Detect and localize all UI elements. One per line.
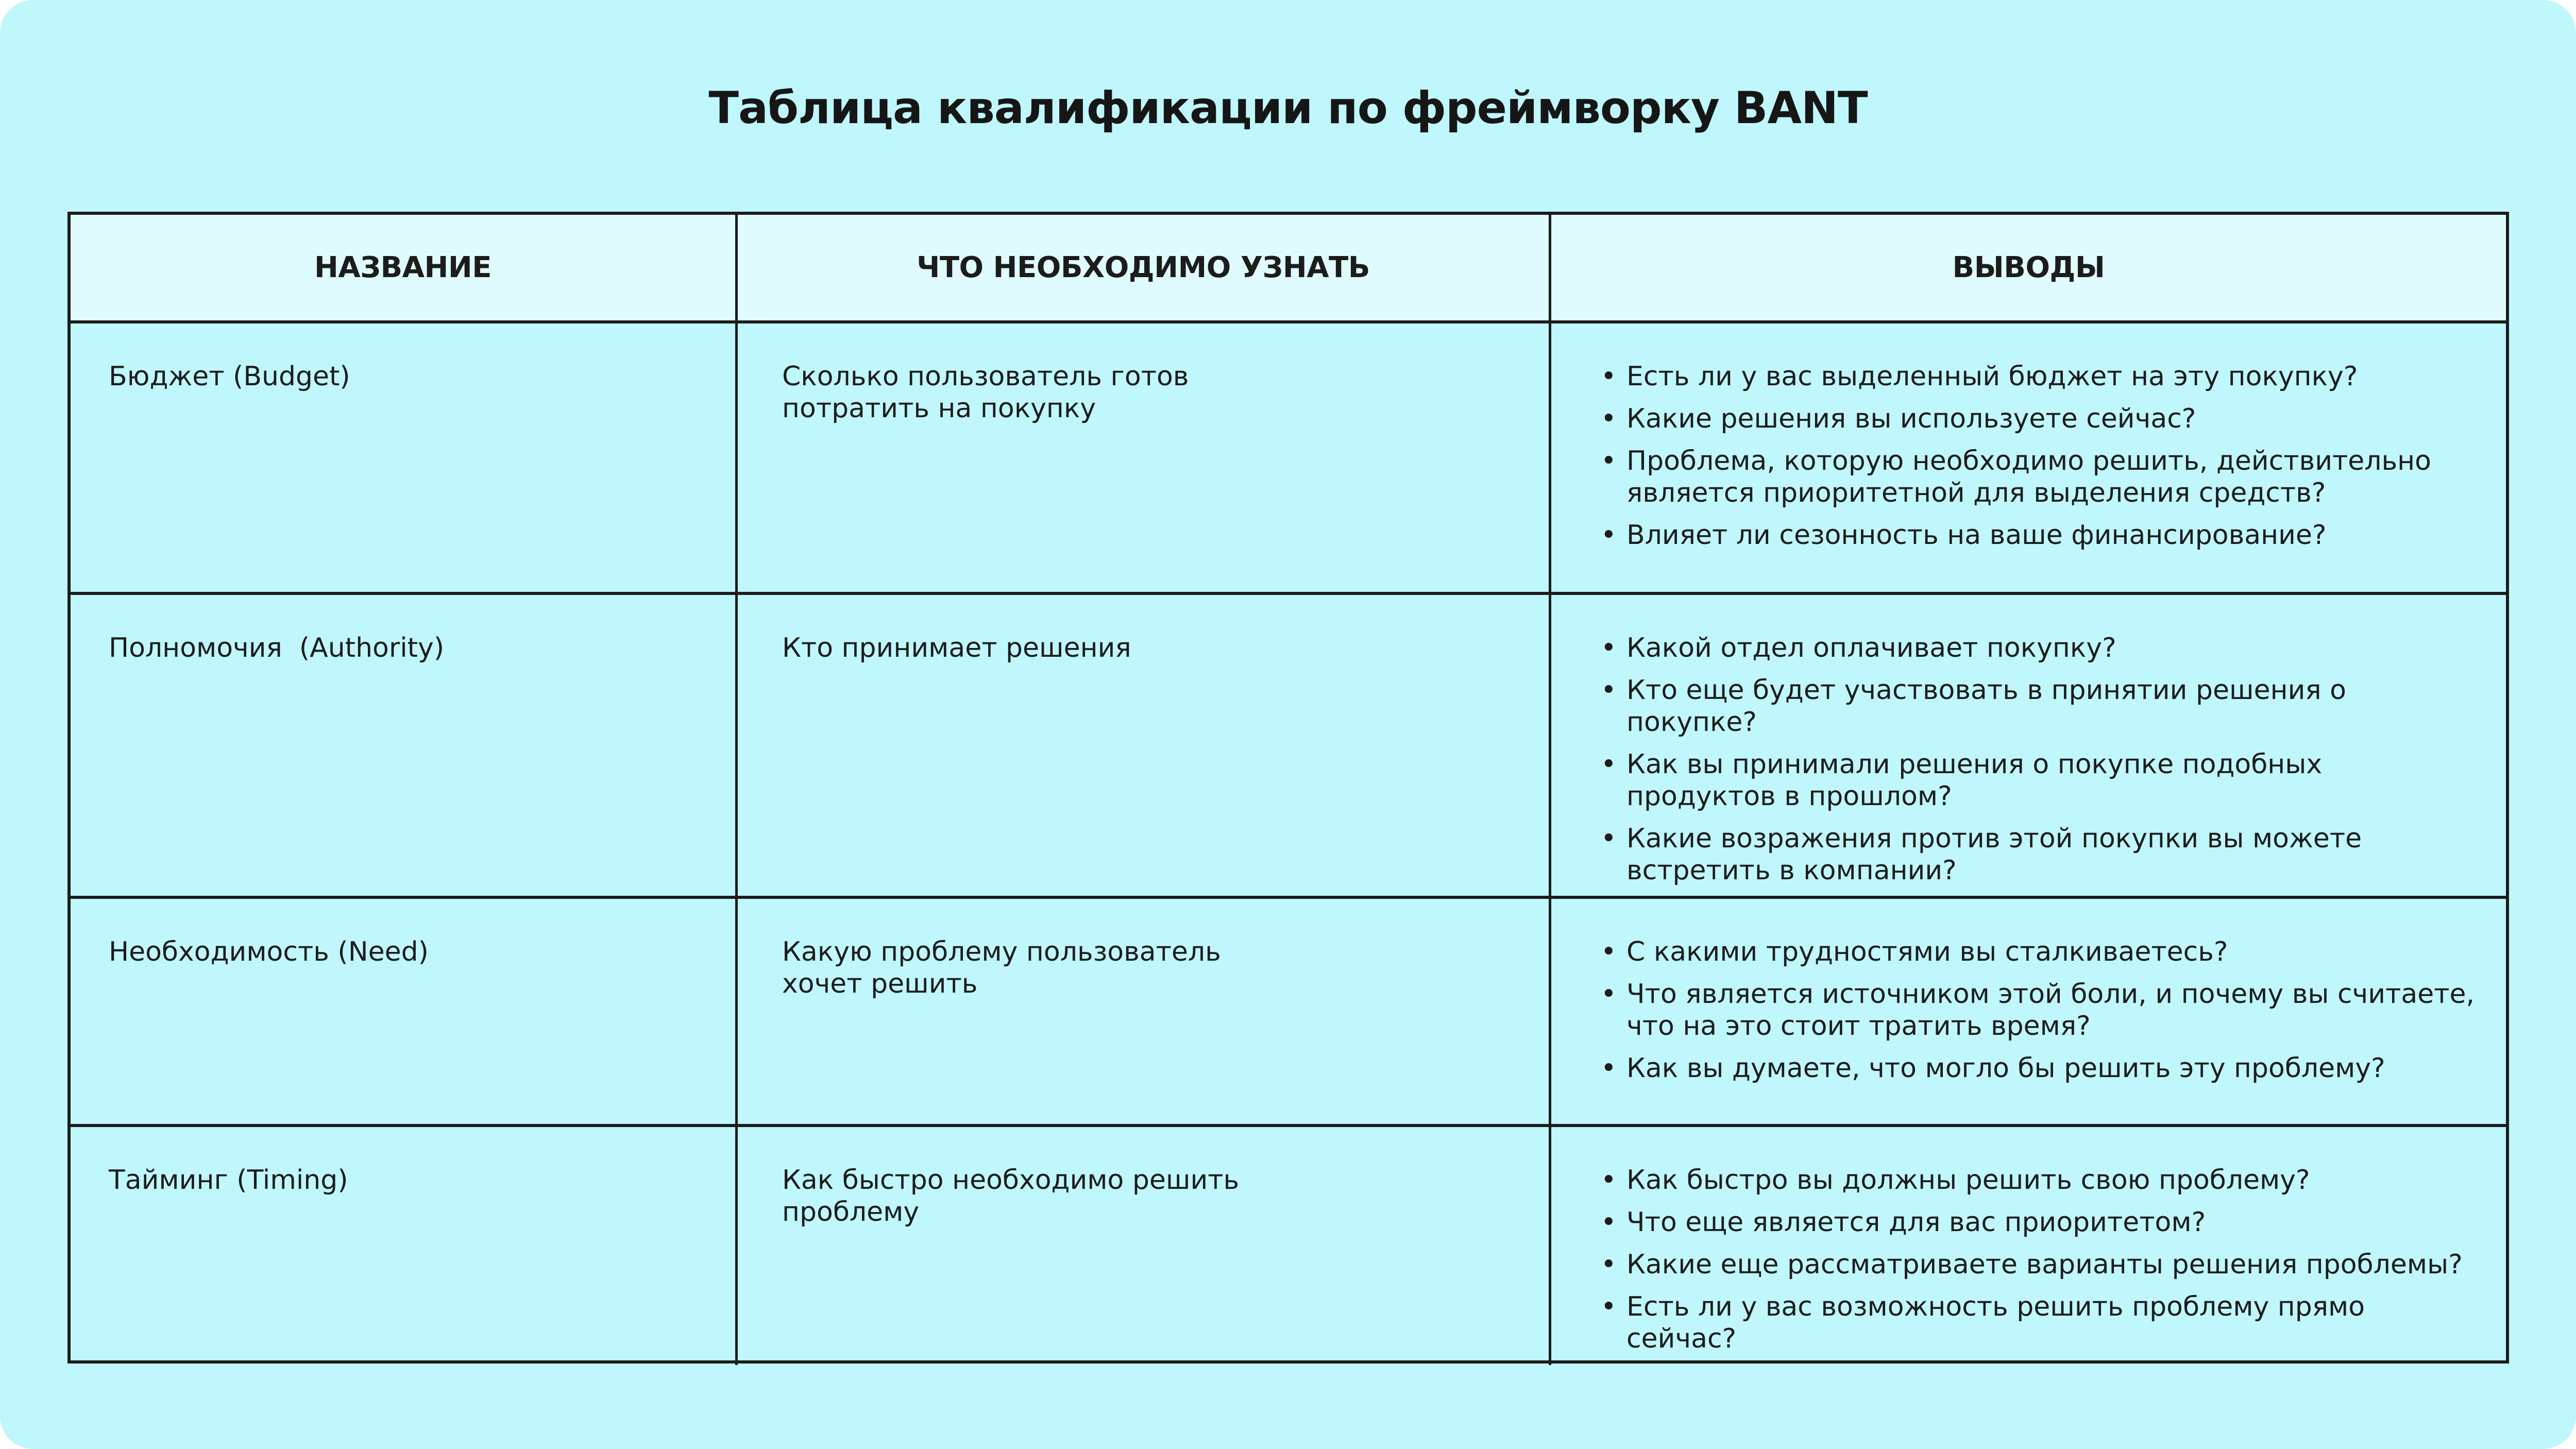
cell-conclusions: • Есть ли у вас выделенный бюджет на эту … — [1551, 323, 2506, 595]
list-item: • Кто еще будет участвовать в принятии ре… — [1601, 674, 2475, 738]
bullet-icon: • — [1601, 749, 1617, 780]
header-what: ЧТО НЕОБХОДИМО УЗНАТЬ — [738, 215, 1551, 323]
conclusion-text: Как вы думаете, что могло бы решить эту … — [1626, 1053, 2385, 1084]
list-item: • Что является источником этой боли, и по… — [1601, 978, 2475, 1042]
cell-what: Сколько пользователь готов потратить на … — [738, 323, 1551, 595]
page-title: Таблица квалификации по фреймворку BANT — [708, 82, 1868, 134]
list-item: • Влияет ли сезонность на ваше финансиров… — [1601, 519, 2475, 551]
list-item: • Какие решения вы используете сейчас? — [1601, 403, 2475, 435]
cell-conclusions: • С какими трудностями вы сталкиваетесь? •… — [1551, 899, 2506, 1127]
bullet-icon: • — [1601, 520, 1617, 551]
list-item: • Какие еще рассматриваете варианты решен… — [1601, 1249, 2475, 1281]
bullet-icon: • — [1601, 823, 1617, 854]
bullet-icon: • — [1601, 1053, 1617, 1084]
cell-what: Как быстро необходимо решить проблему — [738, 1127, 1551, 1365]
list-item: • Есть ли у вас возможность решить пробле… — [1601, 1291, 2475, 1355]
cell-name: Необходимость (Need) — [71, 899, 738, 1127]
conclusion-text: Как вы принимали решения о покупке подоб… — [1626, 749, 2323, 812]
bullet-icon: • — [1601, 1207, 1617, 1238]
conclusions-list: • Какой отдел оплачивает покупку? • Кто еще… — [1601, 632, 2475, 887]
cell-what: Кто принимает решения — [738, 595, 1551, 899]
list-item: • Как вы думаете, что могло бы решить эту… — [1601, 1052, 2475, 1084]
conclusion-text: Что еще является для вас приоритетом? — [1626, 1207, 2206, 1238]
bullet-icon: • — [1601, 979, 1617, 1010]
cell-conclusions: • Какой отдел оплачивает покупку? • Кто еще… — [1551, 595, 2506, 899]
bullet-icon: • — [1601, 1249, 1617, 1280]
list-item: • Есть ли у вас выделенный бюджет на эту … — [1601, 361, 2475, 393]
conclusion-text: Проблема, которую необходимо решить, дей… — [1626, 446, 2431, 508]
bullet-icon: • — [1601, 1291, 1617, 1322]
conclusion-text: Что является источником этой боли, и поч… — [1626, 979, 2475, 1042]
conclusion-text: Есть ли у вас возможность решить проблем… — [1626, 1291, 2365, 1354]
bullet-icon: • — [1601, 446, 1617, 476]
bullet-icon: • — [1601, 1165, 1617, 1196]
conclusion-text: Кто еще будет участвовать в принятии реш… — [1626, 675, 2346, 738]
conclusions-list: • Как быстро вы должны решить свою пробле… — [1601, 1164, 2475, 1355]
header-name: НАЗВАНИЕ — [71, 215, 738, 323]
conclusion-text: Какие возражения против этой покупки вы … — [1626, 823, 2362, 886]
conclusions-list: • Есть ли у вас выделенный бюджет на эту … — [1601, 361, 2475, 551]
cell-what: Какую проблему пользователь хочет решить — [738, 899, 1551, 1127]
bullet-icon: • — [1601, 675, 1617, 706]
list-item: • Как вы принимали решения о покупке подо… — [1601, 748, 2475, 812]
cell-name: Полномочия (Authority) — [71, 595, 738, 899]
list-item: • Какие возражения против этой покупки вы… — [1601, 823, 2475, 887]
conclusions-list: • С какими трудностями вы сталкиваетесь? •… — [1601, 936, 2475, 1084]
conclusion-text: Есть ли у вас выделенный бюджет на эту п… — [1626, 361, 2358, 392]
conclusion-text: Как быстро вы должны решить свою проблем… — [1626, 1165, 2310, 1196]
conclusion-text: Влияет ли сезонность на ваше финансирова… — [1626, 520, 2327, 551]
conclusion-text: Какие еще рассматриваете варианты решени… — [1626, 1249, 2463, 1280]
conclusion-text: С какими трудностями вы сталкиваетесь? — [1626, 936, 2228, 967]
list-item: • Как быстро вы должны решить свою пробле… — [1601, 1164, 2475, 1196]
list-item: • С какими трудностями вы сталкиваетесь? — [1601, 936, 2475, 968]
list-item: • Какой отдел оплачивает покупку? — [1601, 632, 2475, 664]
cell-conclusions: • Как быстро вы должны решить свою пробле… — [1551, 1127, 2506, 1365]
conclusion-text: Какие решения вы используете сейчас? — [1626, 403, 2196, 434]
cell-name: Тайминг (Timing) — [71, 1127, 738, 1365]
cell-name: Бюджет (Budget) — [71, 323, 738, 595]
bullet-icon: • — [1601, 361, 1617, 392]
header-conclusions: ВЫВОДЫ — [1551, 215, 2506, 323]
bullet-icon: • — [1601, 936, 1617, 967]
bant-table: НАЗВАНИЕ ЧТО НЕОБХОДИМО УЗНАТЬ ВЫВОДЫ Бю… — [67, 212, 2509, 1365]
list-item: • Что еще является для вас приоритетом? — [1601, 1206, 2475, 1238]
list-item: • Проблема, которую необходимо решить, де… — [1601, 445, 2475, 509]
bullet-icon: • — [1601, 633, 1617, 663]
conclusion-text: Какой отдел оплачивает покупку? — [1626, 633, 2116, 663]
bullet-icon: • — [1601, 403, 1617, 434]
